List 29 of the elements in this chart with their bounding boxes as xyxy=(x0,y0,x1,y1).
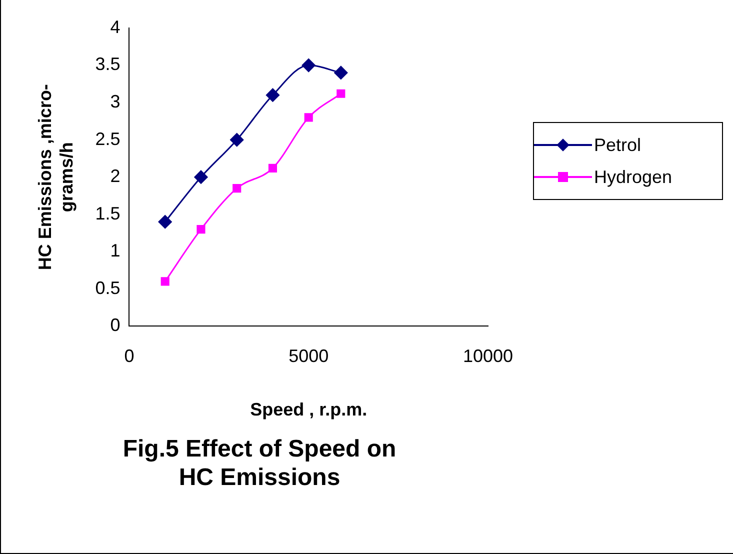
y-tick-label: 2.5 xyxy=(95,128,120,149)
y-tick-label: 0.5 xyxy=(95,278,120,298)
point xyxy=(160,277,170,286)
point xyxy=(302,58,316,72)
y-tick-label: 4 xyxy=(110,16,120,37)
legend-label: Petrol xyxy=(594,134,642,156)
x-tick-label: 5000 xyxy=(288,346,329,366)
y-axis-title: HC Emissions ,micro-grams/h xyxy=(34,84,76,270)
point xyxy=(304,113,313,122)
y-tick-label: 1.5 xyxy=(95,203,120,224)
y-tick-label: 3 xyxy=(110,92,120,112)
y-tick-label: 0 xyxy=(110,315,120,336)
point xyxy=(196,225,206,234)
point xyxy=(232,184,242,193)
x-tick-label: 10000 xyxy=(462,346,514,366)
point xyxy=(266,88,280,102)
legend-label: Hydrogen xyxy=(594,166,672,188)
point xyxy=(336,89,346,98)
point xyxy=(268,164,278,172)
point xyxy=(158,215,172,229)
x-axis-title: Speed , r.p.m. xyxy=(250,400,368,420)
point xyxy=(334,66,348,80)
point xyxy=(194,170,208,184)
point xyxy=(230,133,244,147)
y-tick-label: 2 xyxy=(110,166,120,186)
text: Fig.5 Effect of Speed on HC Emissions xyxy=(122,435,396,492)
y-tick-label: 1 xyxy=(110,240,120,261)
y-tick-label: 3.5 xyxy=(95,54,120,74)
x-tick-label: 0 xyxy=(124,346,134,366)
